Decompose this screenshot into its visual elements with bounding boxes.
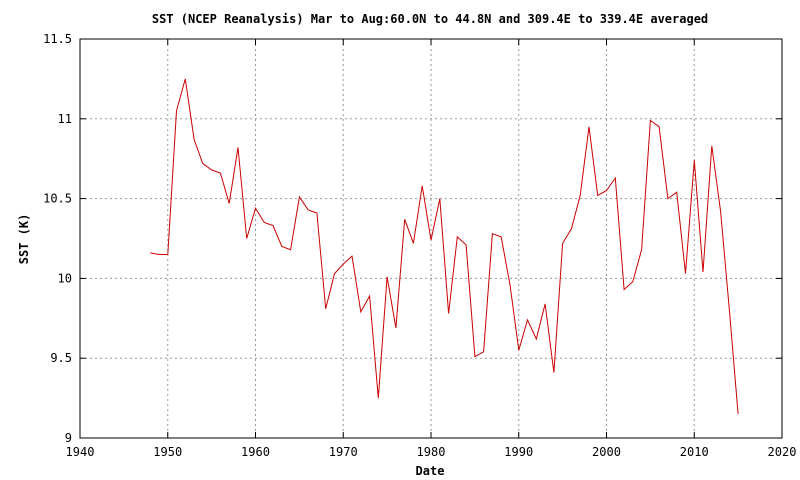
x-tick-label: 1960 [241, 445, 270, 459]
y-tick-label: 9.5 [50, 351, 72, 365]
y-axis-label: SST (K) [17, 214, 31, 265]
x-tick-label: 1980 [417, 445, 446, 459]
chart-title: SST (NCEP Reanalysis) Mar to Aug:60.0N t… [152, 12, 708, 26]
axis-ticks [79, 38, 783, 439]
y-tick-label: 10.5 [43, 192, 72, 206]
y-tick-label: 9 [65, 431, 72, 445]
y-tick-label: 10 [58, 271, 72, 285]
x-tick-label: 2010 [680, 445, 709, 459]
x-tick-label: 1950 [153, 445, 182, 459]
y-tick-label: 11 [58, 112, 72, 126]
x-tick-label: 1990 [504, 445, 533, 459]
x-tick-label: 2000 [592, 445, 621, 459]
x-axis-label: Date [416, 464, 445, 478]
y-tick-label: 11.5 [43, 32, 72, 46]
x-tick-label: 1970 [329, 445, 358, 459]
x-tick-label: 1940 [66, 445, 95, 459]
grid-lines [80, 39, 782, 438]
sst-series-line [150, 78, 739, 415]
axis-tick-labels: 1940 1950 1960 1970 1980 1990 2000 2010 2020 9 9.5… [43, 32, 796, 459]
x-tick-label: 2020 [768, 445, 797, 459]
